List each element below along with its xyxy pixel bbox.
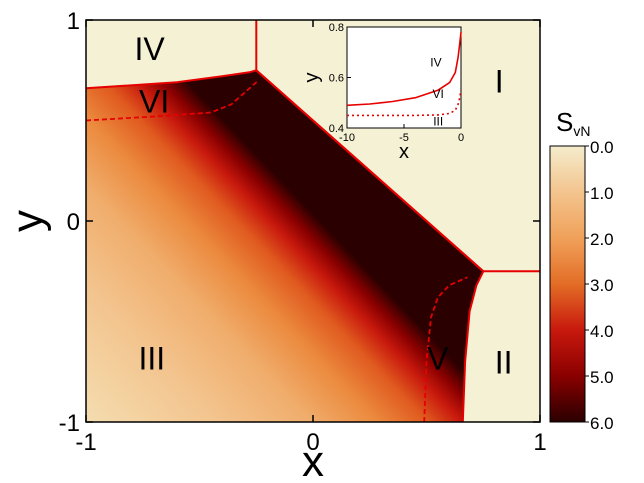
colorbar-tick-label: 5.0 [590, 368, 614, 387]
colorbar-tick-label: 2.0 [590, 230, 614, 249]
boundary-V-II [461, 270, 485, 423]
y-axis-label: y [3, 210, 52, 232]
x-tick-label: 0 [306, 429, 319, 456]
y-tick-label: -1 [59, 410, 80, 437]
boundary-IV-VI [85, 69, 257, 90]
colorbar-tick-label: 0.0 [590, 138, 614, 157]
inset-y-tick-label: 0.8 [329, 22, 344, 34]
region-label-III: III [138, 341, 165, 377]
x-axis-label: x [302, 437, 324, 483]
inset-series-solid [346, 32, 462, 107]
colorbar-tick-label: 6.0 [590, 414, 614, 433]
entropy-region [86, 70, 484, 422]
boundary-III-V [423, 276, 468, 423]
colorbar-tick-label: 3.0 [590, 276, 614, 295]
inset-y-tick-label: 0.6 [329, 73, 344, 85]
x-tick-label: 1 [533, 429, 546, 456]
inset-frame [346, 26, 462, 129]
inset-y-tick-label: 0.4 [329, 123, 344, 135]
inset-x-axis-label: x [399, 141, 409, 163]
y-tick-label: 1 [67, 8, 80, 35]
inset-x-tick-label: 0 [458, 132, 464, 144]
inset-region-label-VI: VI [433, 87, 444, 101]
inset-series-dotted [347, 89, 462, 117]
region-label-V: V [427, 341, 449, 377]
colorbar-tick-label: 4.0 [590, 322, 614, 341]
x-tick-label: -1 [75, 429, 96, 456]
region-label-IV: IV [134, 31, 165, 67]
colorbar-bar [549, 145, 586, 423]
y-tick-label: 0 [67, 209, 80, 236]
inset-y-axis-label: y [301, 73, 323, 83]
colorbar-tick-label: 1.0 [590, 184, 614, 203]
colorbar-label: SvN [556, 107, 590, 139]
inset-region-label-IV: IV [430, 55, 441, 69]
region-label-II: II [495, 345, 513, 381]
boundary-VI-III [85, 79, 260, 122]
region-label-VI: VI [139, 83, 169, 119]
inset-region-label-III: III [433, 115, 443, 129]
inset-x-tick-label: -10 [339, 132, 355, 144]
boundary-diagonal [255, 69, 485, 273]
inset-x-tick-label: -5 [399, 132, 409, 144]
region-label-I: I [495, 63, 504, 99]
